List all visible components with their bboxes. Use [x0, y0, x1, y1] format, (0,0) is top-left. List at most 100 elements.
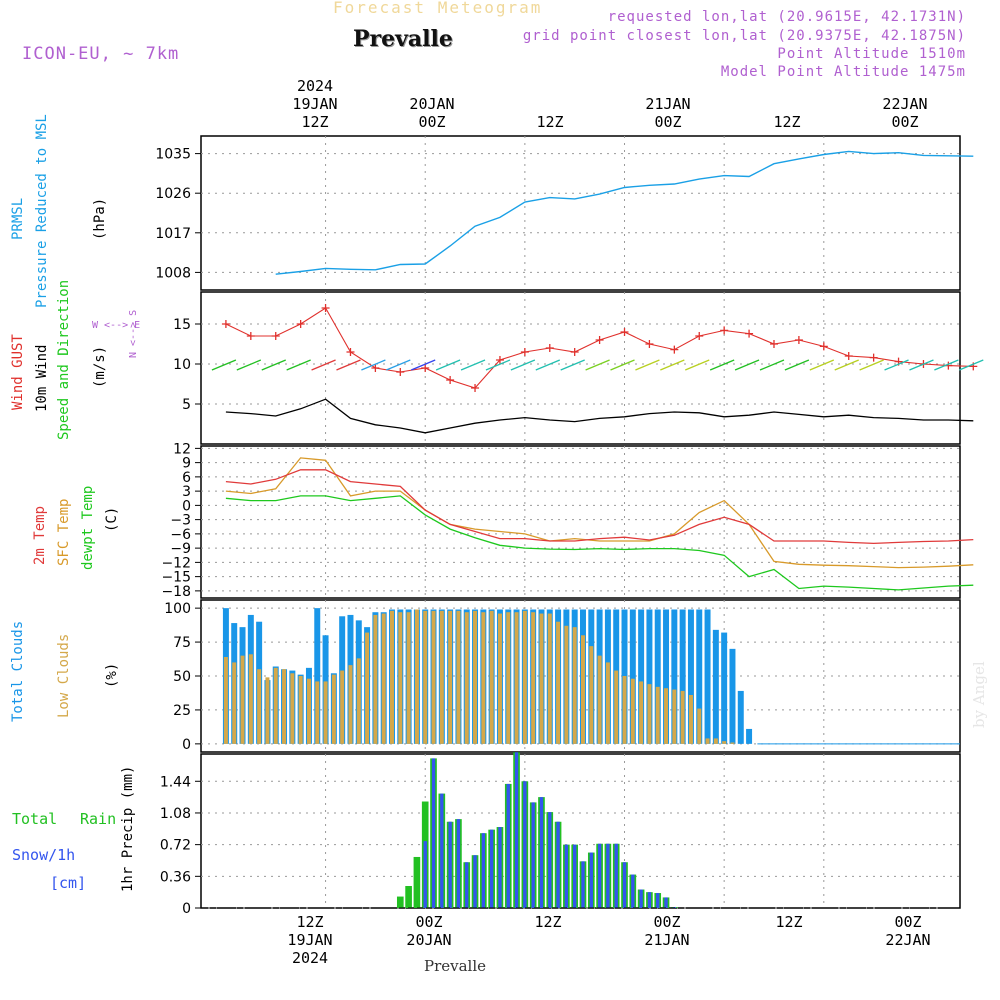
- y-tick-label: −3: [170, 513, 191, 529]
- total-cloud-bar: [721, 632, 728, 744]
- grid-point-coords: grid point closest lon,lat (20.9375E, 42…: [522, 28, 966, 44]
- snow-bar: [431, 758, 436, 908]
- gust-marker: [620, 328, 629, 336]
- wind-arrow: [361, 359, 386, 371]
- snow-bar: [573, 844, 577, 908]
- wind-arrow: [709, 359, 735, 371]
- y-tick-label: −9: [170, 541, 191, 557]
- low-cloud-bar: [456, 610, 461, 744]
- wind-arrow: [410, 359, 436, 371]
- top-tick-label: 12Z: [536, 113, 564, 131]
- gust-marker: [645, 340, 654, 348]
- low-cloud-bar: [639, 681, 644, 744]
- y-tick-label: 1035: [155, 147, 191, 163]
- precip-total-label: Total: [12, 810, 58, 828]
- wind-panel: 5 10 15: [173, 291, 984, 445]
- wind-arrow: [859, 359, 884, 371]
- total-cloud-bar: [696, 609, 703, 744]
- gust-marker: [271, 332, 280, 340]
- snow-bar: [631, 874, 635, 908]
- panel-frame: [200, 135, 961, 291]
- low-cloud-bar: [630, 678, 635, 744]
- location-title: Prevalle: [353, 26, 453, 52]
- temp-2m-line: [225, 469, 974, 545]
- low-cloud-bar: [647, 684, 652, 744]
- bottom-tick-label: 12Z: [534, 913, 562, 931]
- low-cloud-bar: [340, 670, 345, 744]
- low-cloud-bar: [290, 673, 295, 744]
- point-altitude: Point Altitude 1510m: [777, 46, 966, 62]
- rain-bar: [405, 886, 412, 908]
- low-cloud-bar: [356, 658, 361, 744]
- low-cloud-bar: [306, 678, 311, 744]
- low-cloud-bar: [423, 610, 428, 744]
- low-cloud-bar: [605, 662, 610, 744]
- pressure-panel: 1008 1017 1026 1035: [155, 135, 974, 291]
- dewpt-line: [225, 495, 974, 591]
- sfc-temp-line: [225, 457, 974, 569]
- y-tick-label: 0: [182, 498, 191, 514]
- low-cloud-bar: [489, 610, 494, 744]
- low-cloud-bar: [381, 613, 386, 744]
- y-tick-label: 9: [182, 456, 191, 472]
- low-cloud-bar: [431, 610, 436, 744]
- y-tick-label: 1017: [155, 226, 191, 242]
- wind-arrow: [959, 359, 984, 371]
- gust-marker: [346, 348, 355, 356]
- snow-bar: [514, 752, 519, 908]
- low-cloud-bar: [473, 610, 478, 744]
- top-tick-label: 22JAN 00Z: [882, 95, 928, 131]
- total-cloud-bar: [654, 609, 661, 744]
- y-tick-label: −15: [161, 570, 191, 586]
- low-cloud-bar: [257, 669, 262, 744]
- wind-arrow: [660, 359, 685, 371]
- low-cloud-bar: [589, 646, 594, 744]
- low-cloud-bar: [323, 681, 328, 744]
- wind-arrow: [784, 359, 810, 371]
- snow-bar: [531, 802, 535, 908]
- bottom-tick-label: 00Z 22JAN: [885, 913, 931, 949]
- low-cloud-bar: [622, 676, 627, 744]
- low-cloud-bar: [390, 610, 394, 744]
- wind-arrow: [585, 359, 610, 371]
- total-cloud-bar: [712, 629, 719, 744]
- gust-marker: [794, 336, 803, 344]
- requested-coords: requested lon,lat (20.9615E, 42.1731N): [607, 9, 966, 25]
- low-cloud-bar: [298, 676, 303, 744]
- snow-bar: [606, 843, 610, 908]
- total-cloud-bar: [729, 648, 736, 744]
- wind-arrow: [485, 359, 511, 371]
- low-cloud-bar: [414, 609, 419, 744]
- gust-marker: [246, 332, 255, 340]
- total-cloud-bar: [737, 690, 744, 744]
- low-cloud-bar: [232, 662, 237, 744]
- gust-marker: [819, 342, 828, 351]
- wind-arrow: [336, 359, 361, 371]
- snow-bar: [489, 829, 494, 908]
- wind-arrow: [734, 359, 760, 371]
- low-cloud-bar: [506, 612, 511, 744]
- low-cloud-bar: [705, 738, 710, 744]
- gust-marker: [495, 356, 504, 364]
- top-tick-label: 12Z: [773, 113, 801, 131]
- low-cloud-bar: [522, 610, 527, 744]
- pressure-line: [275, 150, 974, 275]
- low-cloud-bar: [564, 625, 569, 744]
- low-cloud-bar: [331, 674, 336, 744]
- low-cloud-bar: [680, 690, 685, 744]
- snow-bar: [481, 833, 486, 908]
- snow-bar: [473, 855, 477, 908]
- low-cloud-bar: [697, 708, 702, 744]
- gust-marker: [670, 345, 679, 354]
- wind-arrow: [809, 359, 835, 371]
- gust-marker: [321, 304, 330, 312]
- snow-bar: [548, 812, 552, 908]
- gust-marker: [720, 326, 729, 335]
- precip-rain-label: Rain: [80, 810, 117, 828]
- low-cloud-bar: [722, 741, 727, 744]
- wind-arrow: [286, 359, 311, 371]
- snow-bar: [639, 889, 643, 908]
- snow-bar: [556, 821, 560, 908]
- low-cloud-bar: [572, 627, 577, 744]
- low-cloud-bar: [282, 669, 287, 744]
